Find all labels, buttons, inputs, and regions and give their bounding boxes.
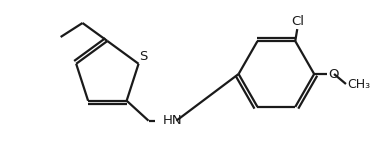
Text: HN: HN [162,114,182,127]
Text: S: S [139,50,148,63]
Text: O: O [328,67,338,81]
Text: CH₃: CH₃ [347,78,370,90]
Text: Cl: Cl [291,15,304,28]
